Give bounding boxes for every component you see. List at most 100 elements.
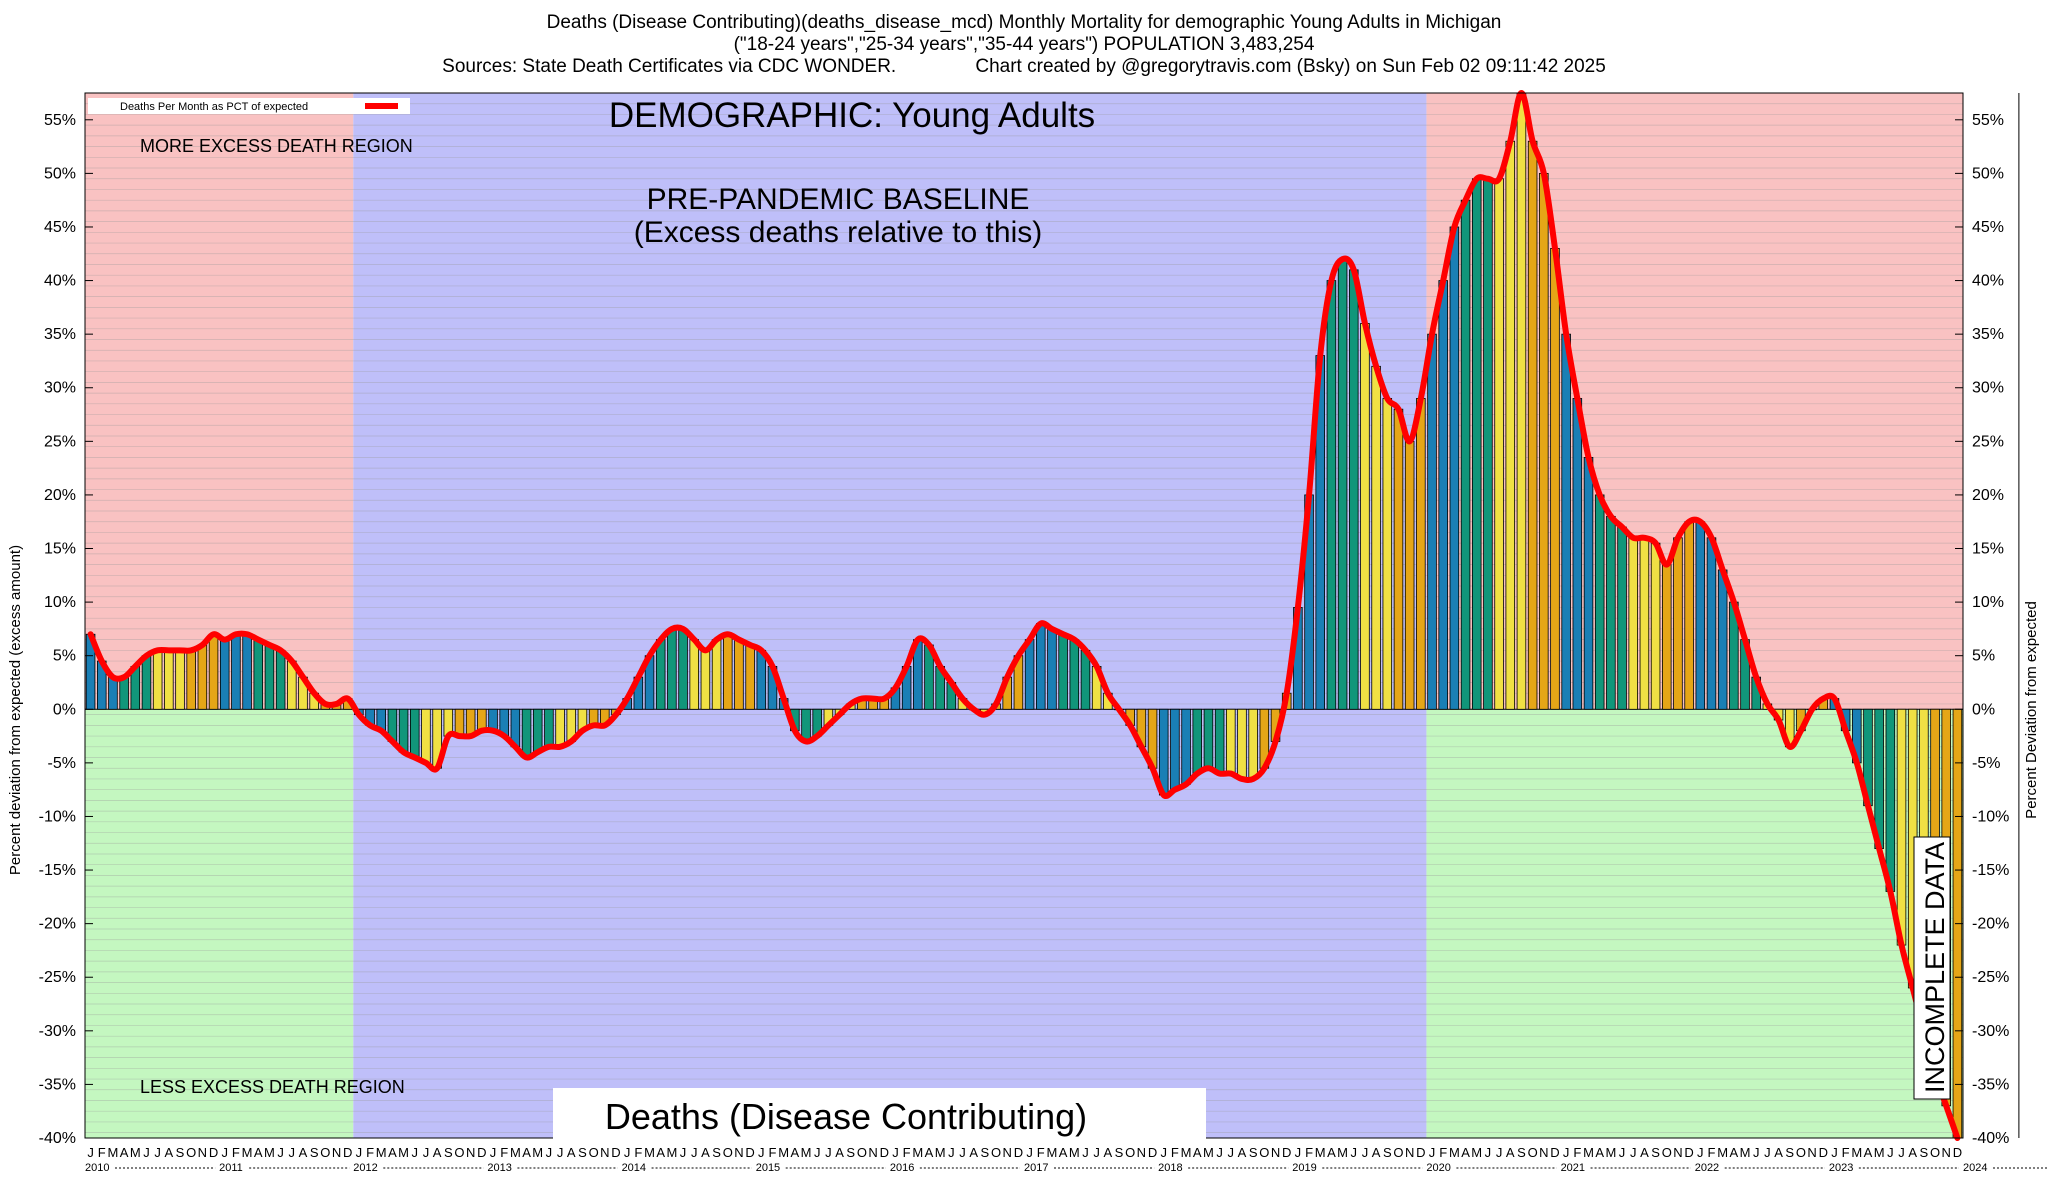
x-tick-month-label: J bbox=[680, 1145, 687, 1160]
y-tick-label: -30% bbox=[1972, 1023, 2009, 1040]
x-tick-month-label: N bbox=[600, 1145, 609, 1160]
x-tick-month-label: S bbox=[444, 1145, 453, 1160]
y-tick-label: 25% bbox=[1972, 433, 2004, 450]
bar bbox=[1438, 280, 1448, 710]
x-tick-month-label: S bbox=[981, 1145, 990, 1160]
x-tick-month-label: J bbox=[143, 1145, 150, 1160]
x-tick-month-label: J bbox=[546, 1145, 553, 1160]
x-tick-month-label: N bbox=[332, 1145, 341, 1160]
bar bbox=[1069, 639, 1080, 710]
bar bbox=[1483, 178, 1493, 710]
x-tick-month-label: M bbox=[1874, 1145, 1885, 1160]
x-tick-month-label: A bbox=[1461, 1145, 1470, 1160]
bar bbox=[1572, 398, 1583, 710]
x-tick-month-label: N bbox=[868, 1145, 877, 1160]
bar bbox=[119, 676, 129, 710]
y-tick-label: -20% bbox=[1972, 916, 2009, 933]
bar bbox=[689, 639, 699, 710]
x-tick-month-label: F bbox=[232, 1145, 240, 1160]
bar bbox=[1382, 398, 1393, 710]
bar bbox=[1617, 526, 1627, 710]
bar bbox=[1170, 708, 1180, 791]
y-tick-label: -10% bbox=[39, 808, 76, 825]
bar bbox=[1248, 708, 1258, 780]
bar bbox=[197, 644, 208, 710]
x-tick-month-label: M bbox=[510, 1145, 521, 1160]
x-tick-month-label: O bbox=[1930, 1145, 1940, 1160]
bar bbox=[1662, 564, 1672, 710]
x-tick-month-label: M bbox=[1717, 1145, 1728, 1160]
bar bbox=[141, 655, 152, 710]
y-tick-label: 20% bbox=[44, 487, 76, 504]
y-tick-label: 5% bbox=[53, 648, 76, 665]
x-tick-month-label: F bbox=[500, 1145, 508, 1160]
series-line bbox=[87, 90, 1961, 1141]
bar bbox=[1203, 708, 1214, 769]
y-tick-label: 20% bbox=[1972, 487, 2004, 504]
y-tick-label: 30% bbox=[1972, 380, 2004, 397]
x-tick-month-label: J bbox=[557, 1145, 564, 1160]
bar bbox=[1706, 537, 1717, 710]
x-tick-month-label: J bbox=[154, 1145, 161, 1160]
bar bbox=[1896, 708, 1907, 946]
baseline-label: PRE-PANDEMIC BASELINE bbox=[647, 183, 1030, 216]
x-tick-month-label: M bbox=[1315, 1145, 1326, 1160]
bar bbox=[521, 708, 532, 758]
y-tick-label: 40% bbox=[1972, 273, 2004, 290]
less-excess-region bbox=[1426, 709, 1963, 1138]
bar bbox=[532, 708, 543, 753]
x-tick-month-label: S bbox=[1115, 1145, 1124, 1160]
y-tick-label: 35% bbox=[44, 326, 76, 343]
x-tick-month-label: D bbox=[1684, 1145, 1693, 1160]
x-tick-month-label: M bbox=[666, 1145, 677, 1160]
bar bbox=[1416, 398, 1426, 710]
y-tick-label: 45% bbox=[44, 219, 76, 236]
x-tick-year-label: 2020 bbox=[1426, 1162, 1450, 1174]
x-tick-month-label: A bbox=[1104, 1145, 1113, 1160]
chart-title: Deaths (Disease Contributing)(deaths_dis… bbox=[546, 12, 1502, 33]
bar bbox=[1047, 628, 1057, 710]
x-tick-month-label: J bbox=[1630, 1145, 1637, 1160]
x-tick-month-label: N bbox=[466, 1145, 475, 1160]
bar bbox=[1550, 248, 1560, 710]
x-tick-month-label: M bbox=[1449, 1145, 1460, 1160]
x-tick-year-label: 2012 bbox=[353, 1162, 377, 1174]
bar bbox=[1717, 569, 1728, 710]
x-tick-month-label: M bbox=[1740, 1145, 1751, 1160]
x-tick-month-label: O bbox=[1528, 1145, 1538, 1160]
x-tick-month-label: M bbox=[644, 1145, 655, 1160]
x-tick-month-label: J bbox=[1563, 1145, 1570, 1160]
bar bbox=[1360, 323, 1370, 710]
x-tick-month-label: S bbox=[846, 1145, 855, 1160]
x-tick-month-label: M bbox=[1337, 1145, 1348, 1160]
bar bbox=[1449, 226, 1460, 710]
x-tick-month-label: S bbox=[712, 1145, 721, 1160]
bar bbox=[1695, 521, 1706, 710]
y-axis-label-left: Percent deviation from expected (excess … bbox=[7, 545, 24, 875]
x-tick-month-label: M bbox=[1583, 1145, 1594, 1160]
legend-box bbox=[88, 98, 410, 114]
x-tick-month-label: J bbox=[624, 1145, 631, 1160]
x-tick-month-label: D bbox=[611, 1145, 620, 1160]
x-tick-year-label: 2016 bbox=[890, 1162, 914, 1174]
x-tick-month-label: D bbox=[1953, 1145, 1962, 1160]
x-tick-month-label: A bbox=[433, 1145, 442, 1160]
bar bbox=[231, 633, 241, 710]
x-tick-month-label: N bbox=[1003, 1145, 1012, 1160]
x-tick-month-label: A bbox=[567, 1145, 576, 1160]
x-tick-month-label: J bbox=[959, 1145, 966, 1160]
bar bbox=[242, 633, 252, 710]
y-tick-label: 55% bbox=[44, 112, 76, 129]
more-excess-region-label: MORE EXCESS DEATH REGION bbox=[140, 136, 413, 156]
metric-label: Deaths (Disease Contributing) bbox=[605, 1096, 1087, 1137]
legend-label: Deaths Per Month as PCT of expected bbox=[120, 101, 308, 113]
x-tick-month-label: O bbox=[186, 1145, 196, 1160]
x-tick-month-label: M bbox=[912, 1145, 923, 1160]
x-tick-month-label: J bbox=[490, 1145, 497, 1160]
bars bbox=[85, 92, 1963, 1139]
x-tick-month-label: D bbox=[880, 1145, 889, 1160]
x-tick-month-label: S bbox=[1785, 1145, 1794, 1160]
x-tick-month-label: A bbox=[120, 1145, 129, 1160]
x-tick-month-label: N bbox=[1673, 1145, 1682, 1160]
x-tick-month-label: F bbox=[1037, 1145, 1045, 1160]
